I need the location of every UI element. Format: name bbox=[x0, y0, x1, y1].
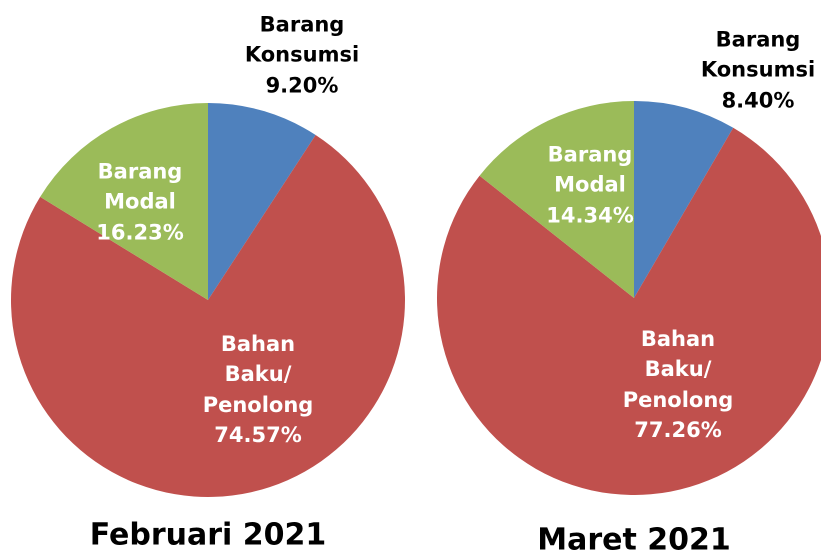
pie-slice bbox=[208, 103, 316, 300]
slice-category: Bahan Baku/ Penolong bbox=[202, 332, 314, 417]
slice-value: 8.40% bbox=[721, 88, 795, 113]
slice-value: 16.23% bbox=[96, 220, 184, 245]
chart-title: Maret 2021 bbox=[537, 522, 731, 556]
pie-slice bbox=[634, 101, 734, 298]
slice-value: 14.34% bbox=[546, 203, 634, 228]
slice-category: Barang Konsumsi bbox=[700, 27, 816, 82]
slice-label: Barang Modal 16.23% bbox=[96, 156, 183, 247]
slice-label: Barang Konsumsi 8.40% bbox=[701, 24, 815, 115]
slice-value: 77.26% bbox=[634, 418, 722, 443]
slice-category: Bahan Baku/ Penolong bbox=[622, 327, 734, 412]
slice-value: 74.57% bbox=[214, 423, 302, 448]
slice-label: Bahan Baku/ Penolong 77.26% bbox=[623, 324, 734, 446]
pie-slice bbox=[479, 101, 634, 298]
slice-label: Barang Konsumsi 9.20% bbox=[245, 9, 359, 100]
slice-label: Barang Modal 14.34% bbox=[546, 139, 633, 230]
pie-slice bbox=[40, 103, 209, 300]
pie-slice bbox=[11, 135, 405, 498]
chart-title: Februari 2021 bbox=[89, 517, 327, 553]
slice-category: Barang Modal bbox=[97, 159, 183, 214]
slice-value: 9.20% bbox=[265, 73, 339, 98]
slice-category: Barang Modal bbox=[547, 142, 633, 197]
slice-label: Bahan Baku/ Penolong 74.57% bbox=[203, 329, 314, 451]
slice-category: Barang Konsumsi bbox=[244, 12, 360, 67]
pie-slice bbox=[437, 127, 821, 495]
